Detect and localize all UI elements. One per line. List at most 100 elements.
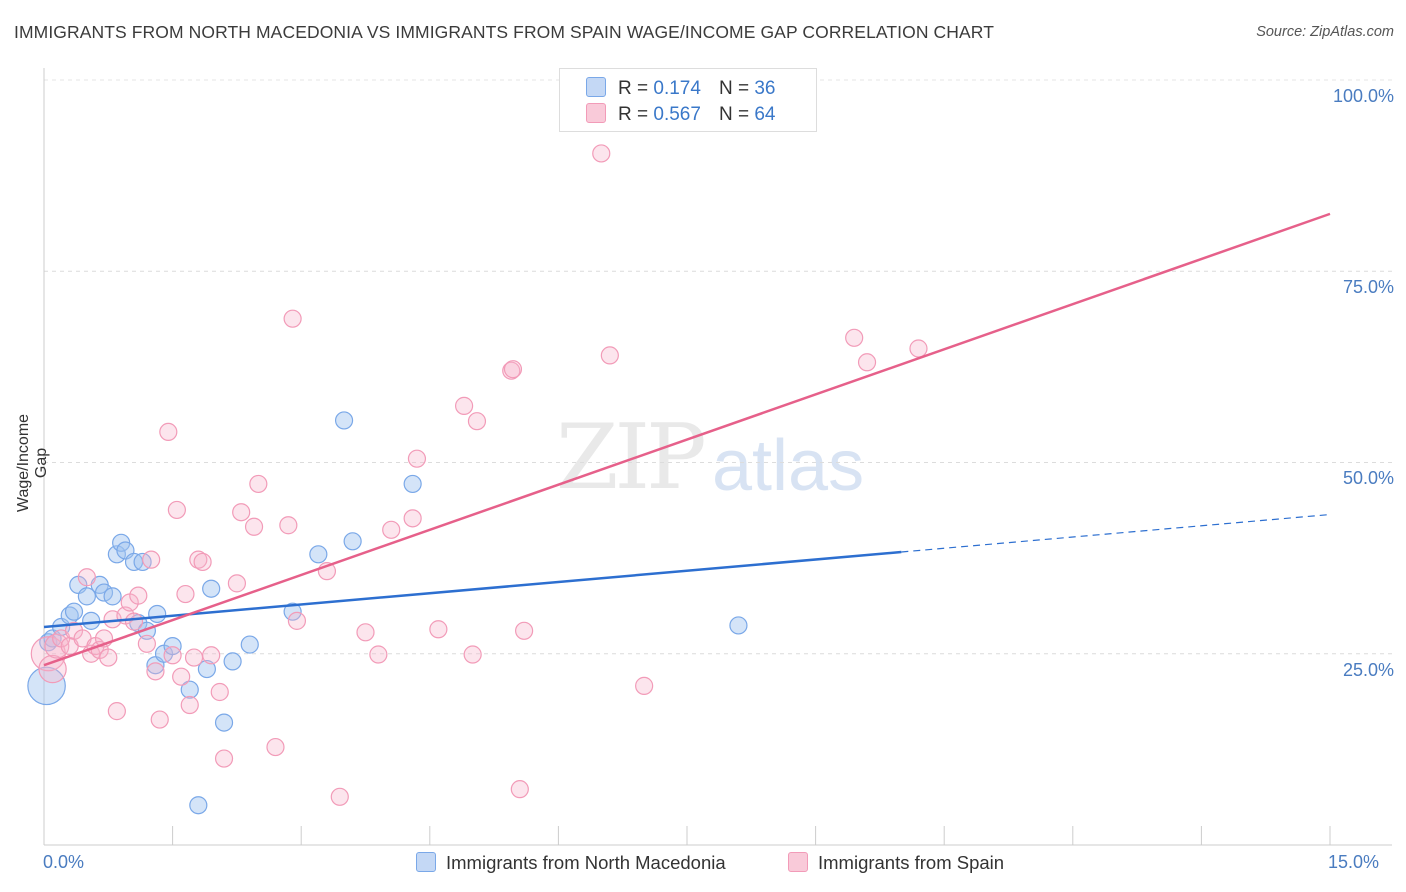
spain-point — [249, 474, 268, 494]
spain-point — [214, 749, 234, 768]
y-tick-label-50: 50.0% — [1342, 468, 1394, 488]
north-macedonia-point — [103, 587, 122, 606]
spain-point — [163, 646, 182, 665]
watermark-atlas: atlas — [712, 426, 865, 506]
spain-point — [124, 612, 144, 631]
spain-point — [38, 654, 67, 684]
spain-point — [429, 620, 448, 639]
bottom-legend-spain: Immigrants from Spain — [788, 852, 1004, 874]
spain-point — [266, 737, 285, 757]
bottom-legend-swatch-pink — [788, 852, 808, 872]
bottom-legend-label-north-macedonia: Immigrants from North Macedonia — [446, 852, 726, 873]
y-tick-label-75: 75.0% — [1342, 277, 1394, 297]
north-macedonia-point — [729, 616, 748, 635]
north-macedonia-point — [197, 659, 216, 679]
north-macedonia-point — [283, 602, 302, 621]
x-tick-label-min: 0.0% — [43, 852, 85, 872]
spain-point — [503, 360, 523, 379]
spain-point — [592, 144, 611, 163]
north-macedonia-point — [343, 532, 362, 551]
legend-swatch-pink — [586, 103, 606, 123]
spain-point — [227, 574, 246, 593]
legend-r-value: 0.174 — [653, 78, 701, 99]
spain-point — [180, 695, 199, 715]
x-tick-label-max: 15.0% — [1328, 852, 1380, 872]
legend-n-label: N = — [718, 104, 750, 125]
spain-point — [635, 676, 654, 695]
spain-point — [515, 621, 534, 640]
spain-point — [454, 396, 474, 415]
spain-point — [467, 412, 487, 431]
north-macedonia-point — [27, 666, 66, 706]
watermark-zip: ZIP — [556, 405, 707, 510]
spain-point — [244, 517, 264, 536]
source-label: Source: ZipAtlas.com — [1256, 24, 1394, 40]
spain-point — [210, 682, 229, 702]
spain-point — [909, 339, 928, 358]
north-macedonia-point — [214, 713, 234, 732]
spain-point — [172, 667, 191, 686]
spain-point — [142, 550, 161, 569]
spain-trendline — [43, 212, 1331, 667]
north-macedonia-point — [148, 604, 167, 624]
north-macedonia-point — [403, 474, 422, 494]
north-macedonia-point — [240, 635, 259, 654]
spain-point — [510, 780, 529, 799]
spain-point — [356, 623, 375, 642]
bottom-legend-swatch-blue — [416, 852, 436, 872]
spain-point — [167, 500, 186, 520]
north-macedonia-point — [202, 579, 221, 598]
north-macedonia-point — [107, 545, 126, 564]
y-tick-label-100: 100.0% — [1332, 86, 1394, 106]
legend-n-label: N = — [718, 78, 750, 99]
spain-point — [150, 710, 169, 729]
legend-swatch-blue — [586, 77, 606, 97]
north-macedonia-point — [309, 545, 328, 564]
spain-point — [99, 648, 118, 667]
spain-point — [146, 662, 165, 681]
spain-point — [202, 646, 221, 665]
spain-point — [287, 611, 307, 630]
legend-row-north-macedonia: R = 0.174 N = 36 — [586, 77, 775, 101]
y-axis-label: Wage/Income Gap — [15, 413, 50, 513]
spain-point — [330, 787, 349, 806]
spain-point — [845, 328, 864, 347]
spain-point — [369, 645, 388, 664]
spain-point — [403, 509, 422, 528]
spain-point — [382, 520, 401, 539]
spain-point — [184, 648, 204, 667]
legend-row-spain: R = 0.567 N = 64 — [586, 103, 775, 127]
north-macedonia-trendline — [43, 550, 902, 629]
north-macedonia-point — [189, 796, 208, 815]
chart-title: IMMIGRANTS FROM NORTH MACEDONIA VS IMMIG… — [14, 22, 994, 42]
spain-point — [600, 346, 619, 365]
spain-point — [176, 584, 195, 604]
spain-point — [857, 353, 877, 372]
spain-point — [107, 702, 126, 721]
spain-point — [232, 503, 251, 522]
north-macedonia-point — [94, 583, 114, 602]
bottom-legend-label-spain: Immigrants from Spain — [818, 852, 1005, 873]
y-tick-label-25: 25.0% — [1342, 660, 1394, 680]
north-macedonia-point — [77, 587, 96, 606]
legend-n-value: 64 — [754, 104, 776, 125]
spain-point — [283, 309, 302, 328]
legend-r-label: R = — [618, 104, 649, 125]
legend-n-value: 36 — [754, 78, 776, 99]
bottom-legend-north-macedonia: Immigrants from North Macedonia — [416, 852, 726, 874]
spain-point — [137, 634, 156, 653]
spain-point — [193, 552, 212, 572]
north-macedonia-point — [180, 680, 199, 699]
spain-point — [159, 422, 178, 441]
spain-point — [77, 568, 96, 587]
spain-point — [463, 645, 482, 664]
spain-point — [279, 516, 298, 535]
north-macedonia-point — [334, 411, 354, 430]
spain-point — [129, 586, 148, 605]
north-macedonia-point — [82, 611, 101, 630]
correlation-legend: R = 0.174 N = 36 R = 0.567 N = 64 — [559, 68, 817, 132]
north-macedonia-trendline-extension — [901, 513, 1331, 553]
north-macedonia-point — [163, 636, 182, 656]
legend-r-label: R = — [618, 78, 649, 99]
